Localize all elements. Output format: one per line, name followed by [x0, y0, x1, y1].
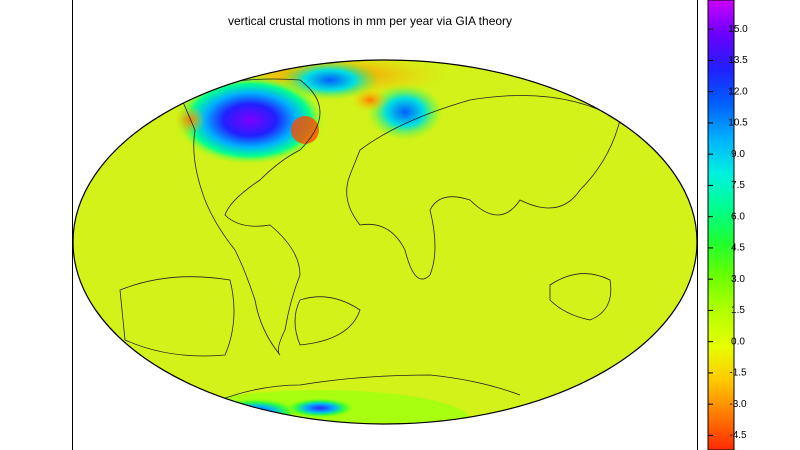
- colorbar-tick-label: 3.0: [731, 274, 745, 285]
- colorbar-tick-label: 4.5: [731, 243, 745, 254]
- map-border: [72, 59, 698, 425]
- colorbar-tick-label: -4.5: [729, 430, 747, 441]
- colorbar-tick-label: 12.0: [728, 86, 748, 97]
- colorbar-tick-label: 15.0: [728, 24, 748, 35]
- colorbar-tick-label: -3.0: [729, 399, 747, 410]
- colorbar: -4.5 -3.0 -1.5 0.0 1.5 3.0 4.5 6.0 7.5 9.0 10.5 12.…: [707, 0, 748, 450]
- map: [73, 60, 697, 424]
- colorbar-fill: [707, 0, 735, 450]
- colorbar-tick-label: 9.0: [731, 149, 745, 160]
- colorbar-tick-label: 1.5: [731, 305, 745, 316]
- colorbar-tick-label: 10.5: [728, 118, 748, 129]
- colorbar-tick-label: 0.0: [731, 336, 745, 347]
- colorbar-tick-label: 7.5: [731, 180, 745, 191]
- map-title: vertical crustal motions in mm per year …: [228, 14, 512, 28]
- colorbar-tick-label: 13.5: [728, 55, 748, 66]
- colorbar-tick-label: 6.0: [731, 211, 745, 222]
- colorbar-tick-label: -1.5: [729, 368, 747, 379]
